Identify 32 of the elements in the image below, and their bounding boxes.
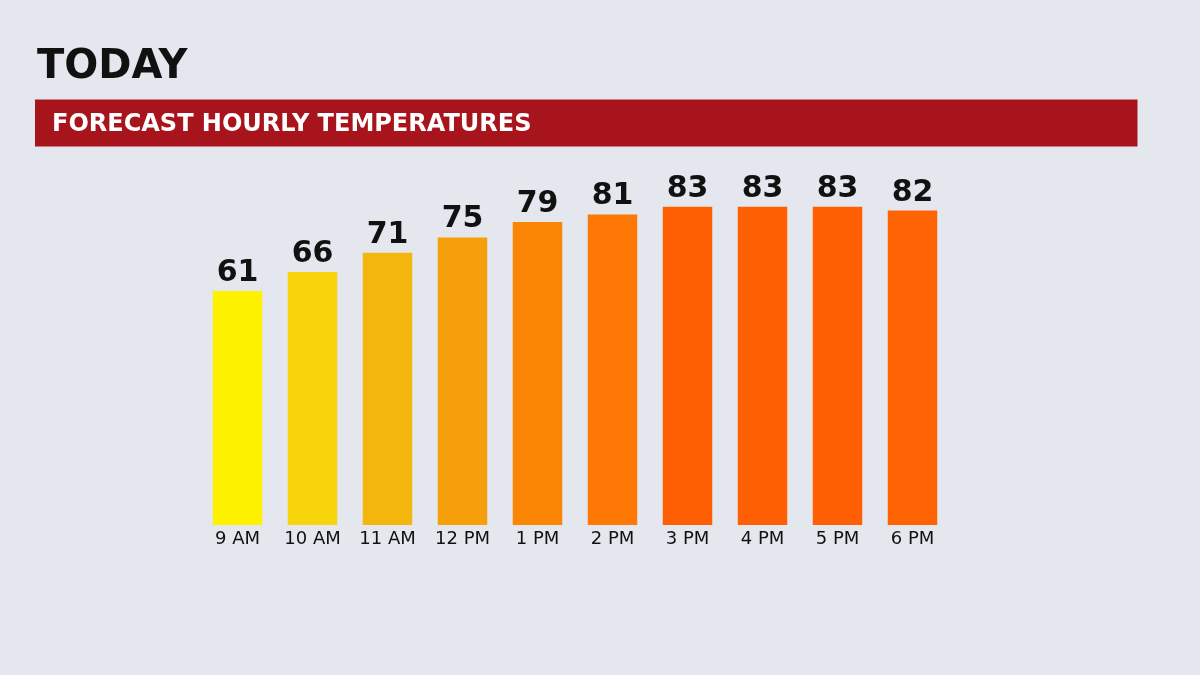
chart-subtitle: FORECAST HOURLY TEMPERATURES bbox=[52, 109, 532, 137]
x-tick-label: 5 PM bbox=[815, 527, 860, 548]
data-label: 75 bbox=[441, 199, 484, 235]
bar bbox=[287, 271, 338, 525]
data-label: 83 bbox=[666, 168, 709, 204]
data-label: 79 bbox=[516, 184, 559, 220]
x-tick-label: 9 AM bbox=[214, 527, 261, 548]
x-tick-label: 3 PM bbox=[665, 527, 710, 548]
bar bbox=[887, 210, 938, 525]
bar bbox=[212, 291, 263, 525]
x-tick-label: 11 AM bbox=[359, 527, 416, 548]
bar bbox=[587, 214, 638, 525]
x-tick-label: 6 PM bbox=[890, 527, 935, 548]
bar bbox=[812, 206, 863, 525]
data-label: 83 bbox=[741, 168, 784, 204]
bar bbox=[362, 252, 413, 525]
bar bbox=[662, 206, 713, 525]
bar bbox=[737, 206, 788, 525]
data-label: 83 bbox=[816, 168, 859, 204]
data-label: 82 bbox=[891, 172, 934, 208]
data-label: 66 bbox=[291, 233, 334, 269]
bar bbox=[512, 222, 563, 525]
x-tick-label: 10 AM bbox=[284, 527, 341, 548]
x-tick-label: 1 PM bbox=[515, 527, 560, 548]
chart-title: TODAY bbox=[37, 41, 189, 87]
data-label: 71 bbox=[366, 214, 409, 250]
data-label: 61 bbox=[216, 253, 259, 289]
data-label: 81 bbox=[591, 176, 634, 212]
bar bbox=[437, 237, 488, 525]
x-tick-label: 4 PM bbox=[740, 527, 785, 548]
x-tick-label: 2 PM bbox=[590, 527, 635, 548]
x-tick-label: 12 PM bbox=[434, 527, 491, 548]
